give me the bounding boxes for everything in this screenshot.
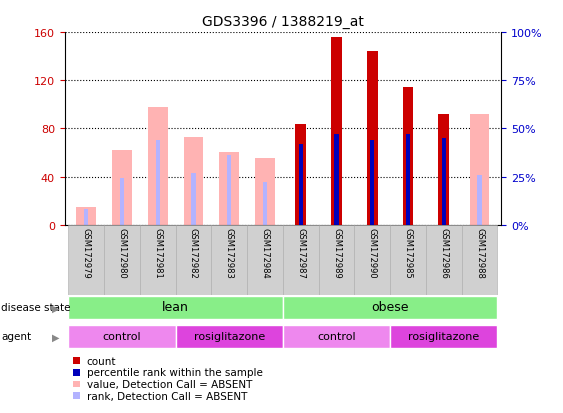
Bar — [104, 225, 140, 295]
Bar — [470, 115, 489, 225]
Text: GSM172986: GSM172986 — [439, 227, 448, 278]
Text: value, Detection Call = ABSENT: value, Detection Call = ABSENT — [87, 379, 252, 389]
Bar — [176, 225, 211, 295]
Bar — [331, 38, 342, 225]
Bar — [477, 175, 482, 225]
Title: GDS3396 / 1388219_at: GDS3396 / 1388219_at — [202, 15, 364, 29]
Bar — [390, 325, 498, 348]
Bar — [283, 297, 498, 319]
Text: GSM172985: GSM172985 — [404, 227, 413, 278]
Bar — [263, 183, 267, 225]
Bar — [426, 225, 462, 295]
Bar — [220, 153, 239, 225]
Bar — [406, 135, 410, 225]
Bar — [298, 145, 303, 225]
Bar — [176, 325, 283, 348]
Bar — [255, 159, 275, 225]
Bar — [120, 179, 124, 225]
Bar — [68, 225, 104, 295]
Bar — [439, 115, 449, 225]
Text: GSM172989: GSM172989 — [332, 227, 341, 278]
Bar — [68, 297, 283, 319]
Bar — [283, 225, 319, 295]
Bar — [140, 225, 176, 295]
Bar — [211, 225, 247, 295]
Bar — [155, 140, 160, 225]
Text: GSM172987: GSM172987 — [296, 227, 305, 278]
Text: percentile rank within the sample: percentile rank within the sample — [87, 368, 262, 377]
Bar — [227, 156, 231, 225]
Bar — [442, 139, 446, 225]
Bar — [334, 135, 339, 225]
Text: GSM172988: GSM172988 — [475, 227, 484, 278]
Text: lean: lean — [162, 301, 189, 314]
Text: GSM172984: GSM172984 — [261, 227, 270, 278]
Text: GSM172990: GSM172990 — [368, 227, 377, 278]
Bar — [390, 225, 426, 295]
Bar — [296, 124, 306, 225]
Bar — [191, 173, 196, 225]
Bar — [112, 151, 132, 225]
Bar — [367, 52, 378, 225]
Bar — [84, 210, 88, 225]
Bar — [77, 207, 96, 225]
Text: GSM172979: GSM172979 — [82, 227, 91, 278]
Text: GSM172983: GSM172983 — [225, 227, 234, 278]
Bar — [462, 225, 498, 295]
Bar — [68, 325, 176, 348]
Bar — [184, 138, 203, 225]
Text: agent: agent — [1, 332, 32, 342]
Bar — [319, 225, 355, 295]
Bar — [370, 140, 374, 225]
Text: GSM172980: GSM172980 — [118, 227, 127, 278]
Bar — [283, 325, 390, 348]
Text: rank, Detection Call = ABSENT: rank, Detection Call = ABSENT — [87, 391, 247, 401]
Bar — [148, 107, 168, 225]
Text: rosiglitazone: rosiglitazone — [408, 331, 480, 341]
Text: disease state: disease state — [1, 303, 70, 313]
Text: control: control — [102, 331, 141, 341]
Bar — [355, 225, 390, 295]
Text: rosiglitazone: rosiglitazone — [194, 331, 265, 341]
Text: obese: obese — [372, 301, 409, 314]
Text: ▶: ▶ — [52, 303, 60, 313]
Text: control: control — [317, 331, 356, 341]
Text: count: count — [87, 356, 116, 366]
Bar — [403, 88, 413, 225]
Text: GSM172981: GSM172981 — [153, 227, 162, 278]
Bar — [247, 225, 283, 295]
Text: ▶: ▶ — [52, 332, 60, 342]
Text: GSM172982: GSM172982 — [189, 227, 198, 278]
